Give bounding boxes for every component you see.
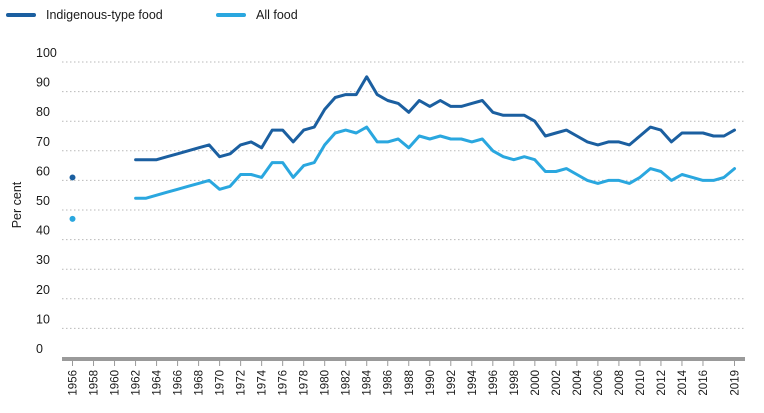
x-tick-label: 2002 [551,370,563,396]
y-axis-title: Per cent [10,181,24,228]
x-tick-label: 1988 [404,370,416,396]
series-layer [69,75,736,222]
x-tick-label: 1998 [509,370,521,396]
x-axis-ticks: 1956 1958 1960 1962 1964 1966 1968 1970 1972 1974… [68,361,741,396]
x-tick-label: 1984 [362,369,374,395]
y-tick-label: 80 [36,105,50,119]
x-tick-label: 1978 [299,370,311,396]
x-tick-label: 1970 [215,370,227,396]
x-tick-label: 1956 [68,370,80,396]
x-tick-label: 1962 [131,370,143,396]
legend-swatch-indigenous [6,13,36,17]
y-axis-ticks: 0 10 20 30 40 50 60 70 80 90 100 [36,46,57,356]
x-tick-label: 1966 [173,370,185,396]
x-tick-label: 2010 [635,370,647,396]
series-line-all-food [134,125,736,200]
y-tick-label: 70 [36,135,50,149]
x-tick-label: 1976 [278,370,290,396]
series-line-indigenous-type-food [134,75,736,162]
x-tick-label: 1990 [425,370,437,396]
x-tick-label: 2019 [729,370,741,396]
gridlines [62,61,745,361]
x-tick-label: 2004 [572,369,584,395]
y-tick-label: 20 [36,283,50,297]
y-tick-label: 40 [36,224,50,238]
x-tick-label: 1996 [488,370,500,396]
data-point-indigenous-type-food-1956 [69,174,76,181]
x-tick-label: 1992 [446,370,458,396]
x-tick-label: 1958 [89,370,101,396]
x-tick-label: 1974 [257,369,269,395]
y-tick-label: 90 [36,76,50,90]
x-tick-label: 2014 [677,369,689,395]
data-point-all-food-1956 [69,215,76,222]
x-tick-label: 1980 [320,370,332,396]
x-tick-label: 2012 [656,370,668,396]
y-tick-label: 50 [36,194,50,208]
legend-label-indigenous: Indigenous-type food [46,8,163,22]
x-tick-label: 1972 [236,370,248,396]
legend-swatch-all-food [216,13,246,17]
x-tick-label: 2016 [698,370,710,396]
x-tick-label: 2008 [614,370,626,396]
y-tick-label: 10 [36,312,50,326]
x-tick-label: 1968 [194,370,206,396]
legend-item-indigenous: Indigenous-type food [6,8,163,22]
y-tick-label: 100 [36,46,57,60]
x-tick-label: 1994 [467,369,479,395]
x-tick-label: 2000 [530,370,542,396]
y-tick-label: 0 [36,342,43,356]
x-tick-label: 1960 [110,370,122,396]
x-tick-label: 1964 [152,369,164,395]
x-tick-label: 1982 [341,370,353,396]
x-tick-label: 1986 [383,370,395,396]
x-tick-label: 2006 [593,370,605,396]
y-tick-label: 60 [36,164,50,178]
legend-item-all-food: All food [216,8,298,22]
legend-label-all-food: All food [256,8,298,22]
y-tick-label: 30 [36,253,50,267]
